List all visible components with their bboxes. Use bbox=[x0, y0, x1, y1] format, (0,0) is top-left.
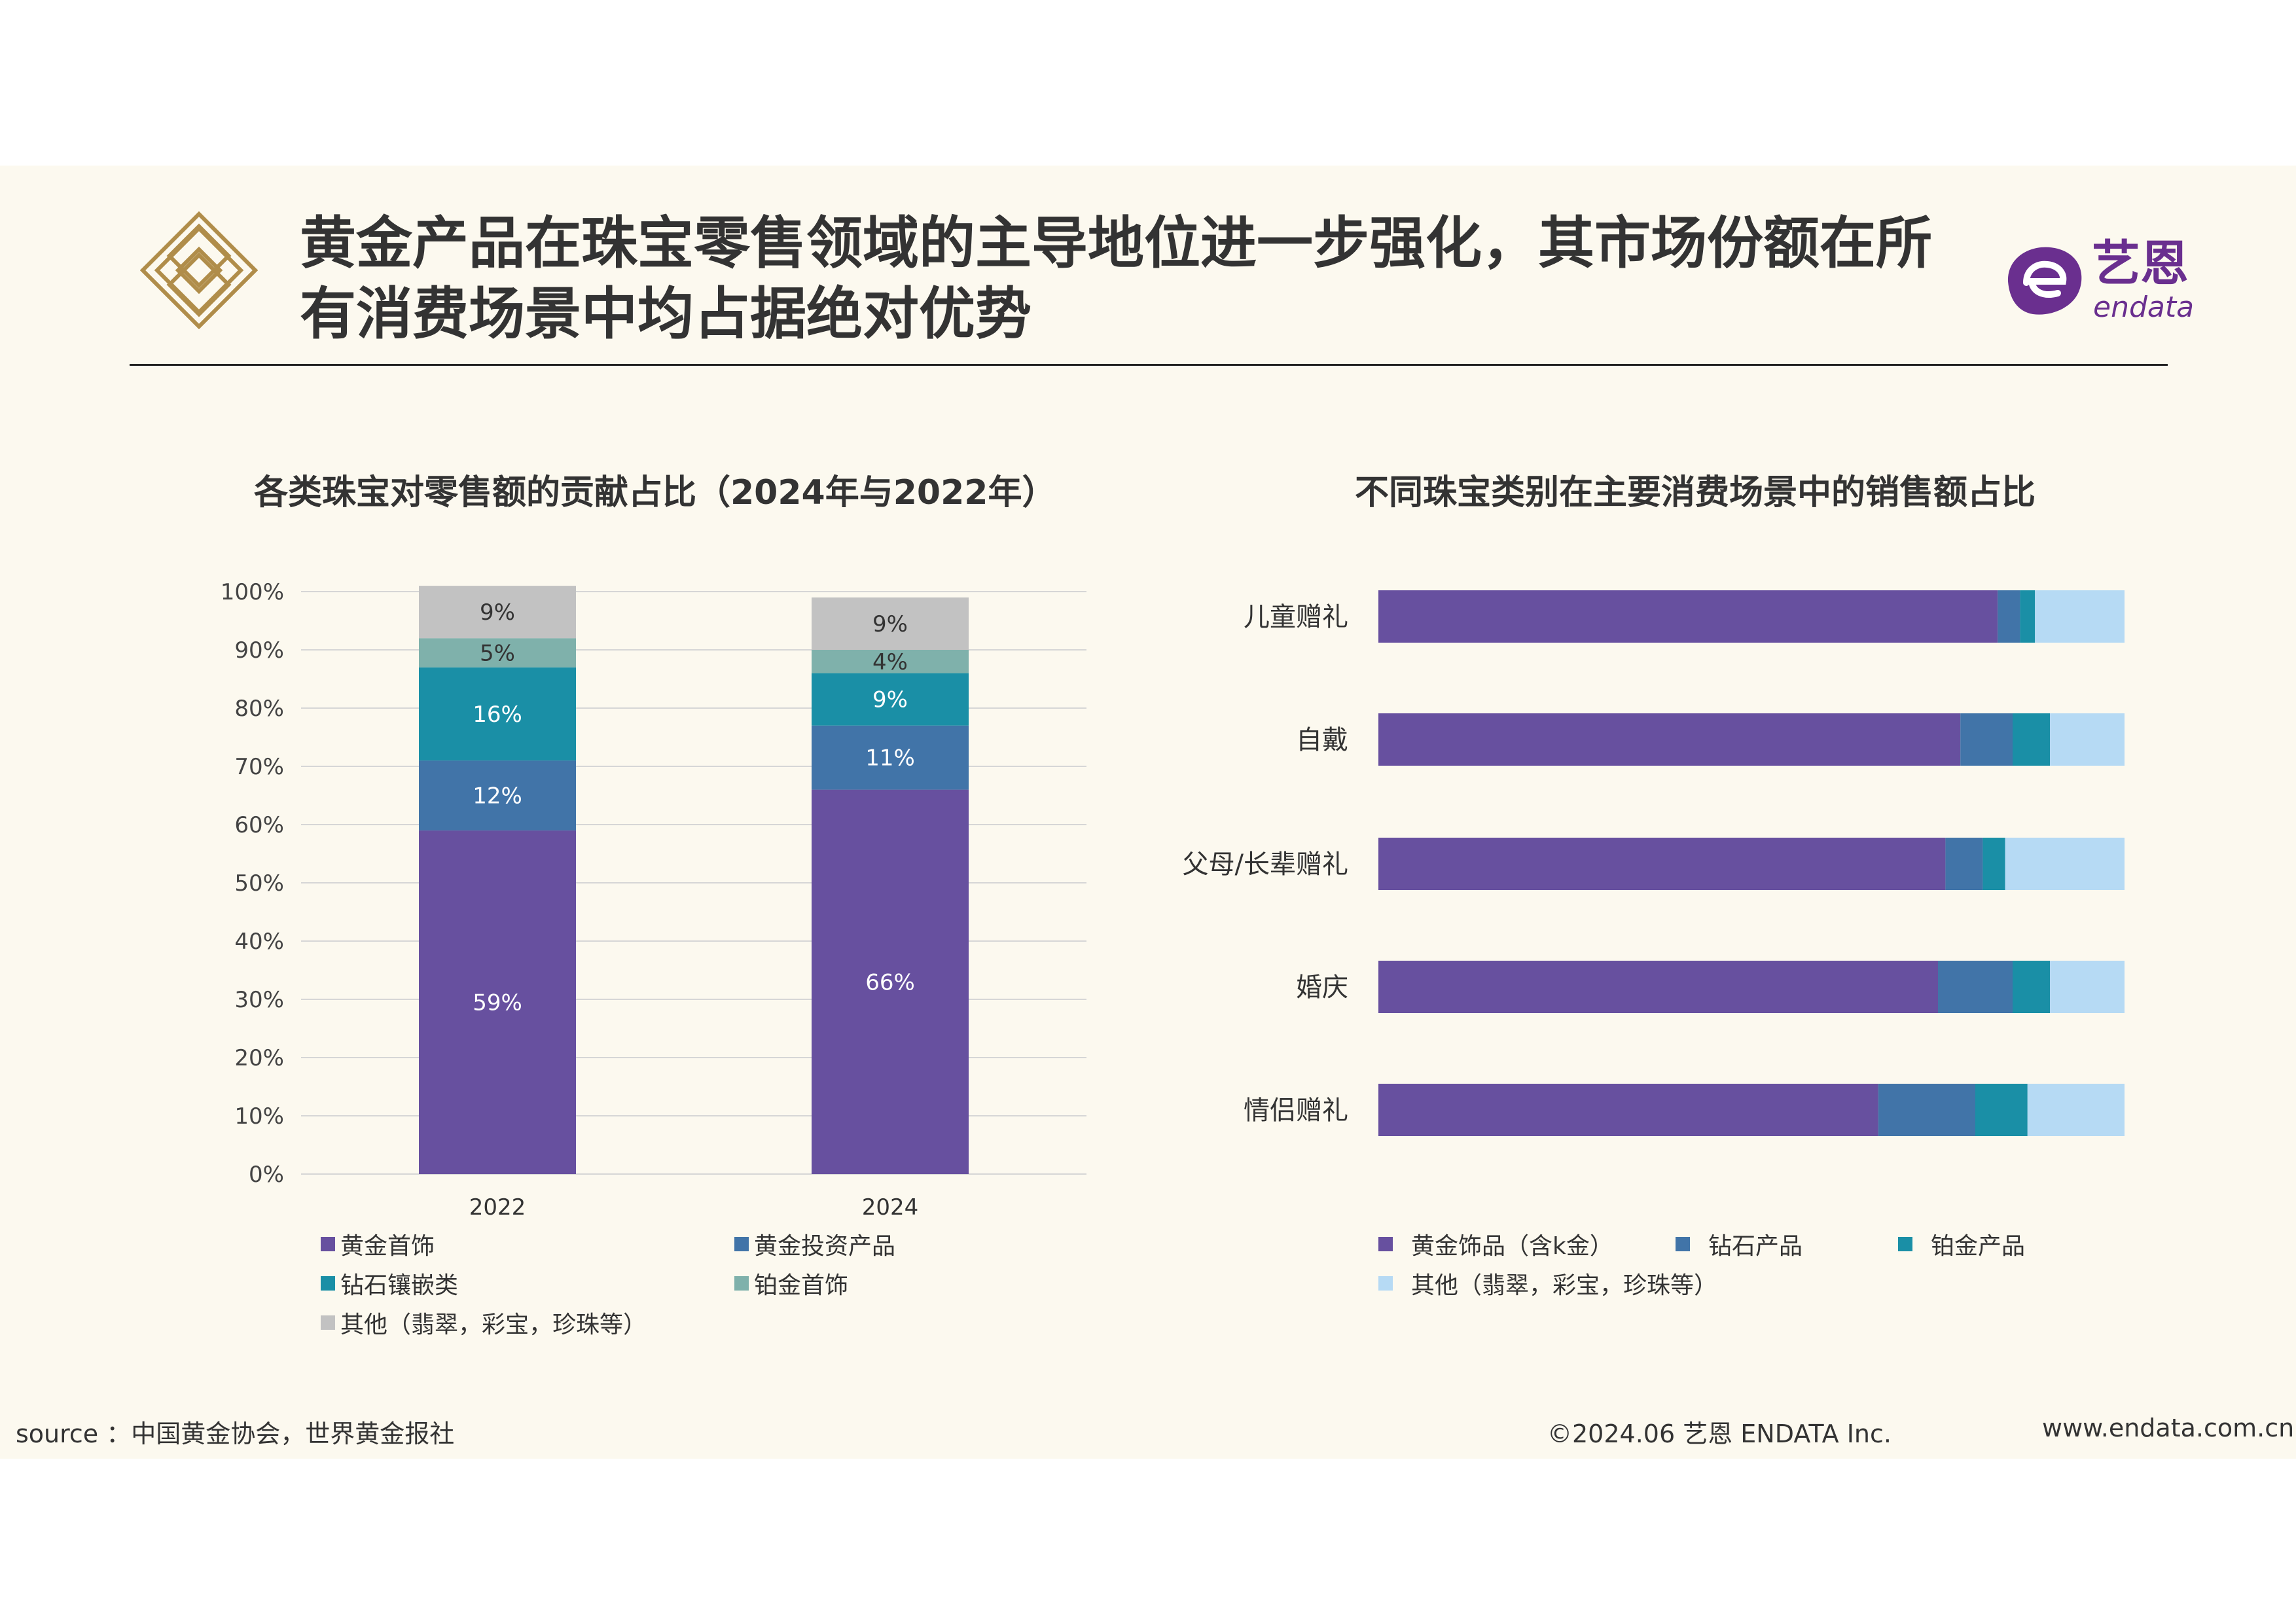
legend-swatch bbox=[1378, 1276, 1393, 1291]
x-tick-label: 2024 bbox=[862, 1194, 919, 1221]
bar-segment bbox=[1378, 713, 1961, 766]
left-chart-title: 各类珠宝对零售额的贡献占比（2024年与2022年） bbox=[254, 473, 1056, 512]
y-tick-label: 70% bbox=[234, 754, 284, 780]
bar-segment bbox=[2005, 838, 2125, 890]
title-divider bbox=[130, 364, 2168, 366]
bar-segment bbox=[812, 725, 969, 790]
content-panel bbox=[0, 166, 2296, 1459]
legend-label: 其他（翡翠，彩宝，珍珠等） bbox=[340, 1311, 647, 1338]
bar-segment bbox=[2027, 1084, 2125, 1136]
legend-swatch bbox=[734, 1237, 749, 1251]
legend-swatch bbox=[321, 1237, 335, 1251]
category-label: 父母/长辈赠礼 bbox=[1183, 849, 1348, 880]
bar-segment bbox=[1975, 1084, 2028, 1136]
copyright: ©2024.06 艺恩 ENDATA Inc. bbox=[1547, 1419, 1892, 1448]
right-chart-title: 不同珠宝类别在主要消费场景中的销售额占比 bbox=[1355, 473, 2036, 512]
y-tick-label: 50% bbox=[234, 870, 284, 897]
bar-segment bbox=[2050, 713, 2125, 766]
bar-segment bbox=[1938, 961, 2013, 1013]
y-tick-label: 30% bbox=[234, 987, 284, 1013]
brand-cn: 艺恩 bbox=[2092, 236, 2189, 292]
legend-label: 钻石产品 bbox=[1708, 1233, 1803, 1260]
bar-segment bbox=[419, 830, 576, 1174]
brand-en: endata bbox=[2093, 291, 2194, 324]
legend-label: 黄金首饰 bbox=[340, 1233, 435, 1260]
data-label: 12% bbox=[473, 783, 522, 810]
y-tick-label: 80% bbox=[234, 696, 284, 722]
legend-label: 钻石镶嵌类 bbox=[340, 1272, 458, 1299]
data-label: 11% bbox=[865, 745, 915, 772]
data-label: 4% bbox=[872, 649, 908, 675]
bar-segment bbox=[2035, 590, 2125, 643]
data-label: 66% bbox=[865, 969, 915, 995]
bar-segment bbox=[419, 638, 576, 668]
legend-swatch bbox=[1378, 1237, 1393, 1251]
left-stacked-column-chart: 0% 10% 20% 30% 40% 50% 60% 70% 80% 90% 100% 59% 12% 1… bbox=[221, 579, 1086, 1338]
website-link[interactable]: www.endata.com.cn bbox=[2042, 1414, 2295, 1442]
bar-segment bbox=[812, 650, 969, 673]
bar-segment bbox=[2013, 961, 2050, 1013]
bar-segment bbox=[419, 586, 576, 639]
legend-swatch bbox=[734, 1276, 749, 1291]
data-label: 59% bbox=[473, 990, 522, 1016]
data-label: 9% bbox=[872, 611, 908, 637]
legend-swatch bbox=[1898, 1237, 1912, 1251]
legend-label: 铂金产品 bbox=[1931, 1233, 2025, 1260]
bar-segment bbox=[1945, 838, 1983, 890]
bar-segment bbox=[419, 667, 576, 761]
source-note: source ：中国黄金协会，世界黄金报社 bbox=[16, 1419, 455, 1448]
data-label: 9% bbox=[480, 599, 515, 626]
x-tick-label: 2022 bbox=[469, 1194, 526, 1221]
data-label: 9% bbox=[872, 687, 908, 713]
y-tick-label: 20% bbox=[234, 1045, 284, 1071]
data-label: 5% bbox=[480, 640, 515, 666]
y-tick-label: 90% bbox=[234, 637, 284, 664]
endata-e-icon bbox=[2007, 247, 2082, 315]
category-label: 婚庆 bbox=[1296, 972, 1348, 1003]
bar-segment bbox=[2013, 713, 2050, 766]
bar-segment bbox=[1378, 961, 1938, 1013]
bar-segment bbox=[1378, 590, 1998, 643]
bar-segment bbox=[1982, 838, 2005, 890]
legend-label: 铂金首饰 bbox=[754, 1272, 848, 1299]
bar-segment bbox=[812, 673, 969, 726]
y-tick-label: 100% bbox=[221, 579, 284, 605]
category-label: 自戴 bbox=[1296, 725, 1348, 755]
bar-segment bbox=[1998, 590, 2020, 643]
endata-logo: 艺恩 endata bbox=[2007, 236, 2194, 324]
gold-diamond-logo bbox=[140, 211, 258, 329]
legend-swatch bbox=[1676, 1237, 1690, 1251]
bar-segment bbox=[1878, 1084, 1975, 1136]
bar-segment bbox=[1378, 838, 1946, 890]
legend-swatch bbox=[321, 1315, 335, 1330]
y-tick-label: 0% bbox=[249, 1162, 284, 1188]
bar-segment bbox=[1378, 1084, 1878, 1136]
bar-segment bbox=[2050, 961, 2125, 1013]
page-title: 黄金产品在珠宝零售领域的主导地位进一步强化，其市场份额在所 有消费场景中均占据绝… bbox=[300, 208, 1975, 349]
bar-segment bbox=[812, 597, 969, 650]
y-tick-label: 60% bbox=[234, 812, 284, 838]
data-label: 16% bbox=[473, 702, 522, 728]
y-tick-label: 40% bbox=[234, 929, 284, 955]
bar-segment bbox=[2020, 590, 2036, 643]
y-tick-label: 10% bbox=[234, 1103, 284, 1130]
legend-swatch bbox=[321, 1276, 335, 1291]
page-title-line2: 有消费场景中均占据绝对优势 bbox=[300, 281, 1031, 347]
bar-segment bbox=[419, 760, 576, 830]
page-title-line1: 黄金产品在珠宝零售领域的主导地位进一步强化，其市场份额在所 bbox=[300, 211, 1932, 276]
legend-label: 其他（翡翠，彩宝，珍珠等） bbox=[1411, 1272, 1717, 1299]
category-label: 儿童赠礼 bbox=[1244, 602, 1348, 632]
legend-label: 黄金饰品（含k金） bbox=[1411, 1233, 1613, 1260]
category-label: 情侣赠礼 bbox=[1244, 1096, 1348, 1126]
bar-segment bbox=[1960, 713, 2013, 766]
bar-segment bbox=[812, 789, 969, 1174]
legend-label: 黄金投资产品 bbox=[754, 1233, 895, 1260]
